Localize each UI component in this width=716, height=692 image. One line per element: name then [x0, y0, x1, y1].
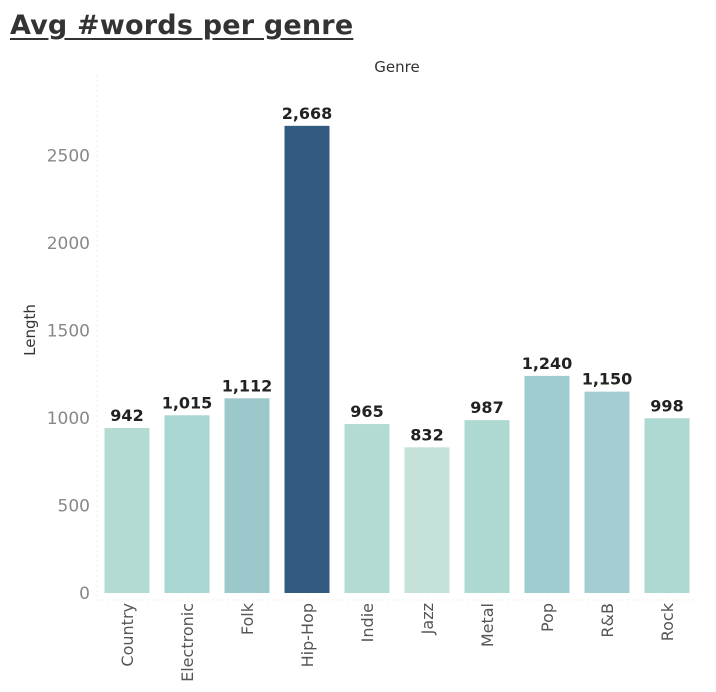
y-tick-label: 0: [79, 584, 90, 604]
y-tick-label: 2500: [47, 146, 90, 166]
x-tick-label: Electronic: [178, 603, 197, 682]
x-tick-label: Country: [118, 603, 137, 667]
data-label: 942: [110, 406, 143, 425]
y-tick-label: 1500: [47, 321, 90, 341]
data-label: 1,015: [162, 393, 213, 412]
data-label: 1,240: [522, 354, 573, 373]
bar-jazz: [404, 447, 450, 593]
bar-rock: [644, 418, 690, 593]
bar-folk: [224, 398, 270, 593]
x-tick-label: Rock: [658, 602, 677, 641]
bar-country: [104, 428, 150, 593]
data-label: 832: [410, 425, 443, 444]
data-label: 1,112: [222, 376, 273, 395]
column-header-genre: Genre: [374, 58, 420, 76]
x-tick-label: Metal: [478, 603, 497, 647]
x-tick-label: Jazz: [418, 603, 437, 635]
bar-r-b: [584, 391, 630, 593]
y-tick-label: 500: [58, 496, 90, 516]
bar-metal: [464, 420, 510, 593]
x-tick-label: Folk: [238, 602, 257, 635]
bar-hip-hop: [284, 125, 330, 594]
y-tick-label: 1000: [47, 409, 90, 429]
bar-electronic: [164, 415, 210, 593]
y-tick-label: 2000: [47, 234, 90, 254]
x-tick-label: Pop: [538, 603, 557, 632]
data-label: 987: [470, 398, 503, 417]
chart-title: Avg #words per genre: [10, 10, 354, 41]
x-tick-label: Hip-Hop: [298, 603, 317, 667]
data-label: 2,668: [282, 104, 333, 123]
data-label: 1,150: [582, 370, 633, 389]
data-label: 998: [650, 396, 683, 415]
bar-indie: [344, 424, 390, 593]
data-label: 965: [350, 402, 383, 421]
x-tick-label: Indie: [358, 603, 377, 642]
x-tick-label: R&B: [598, 603, 617, 638]
bar-pop: [524, 375, 570, 593]
